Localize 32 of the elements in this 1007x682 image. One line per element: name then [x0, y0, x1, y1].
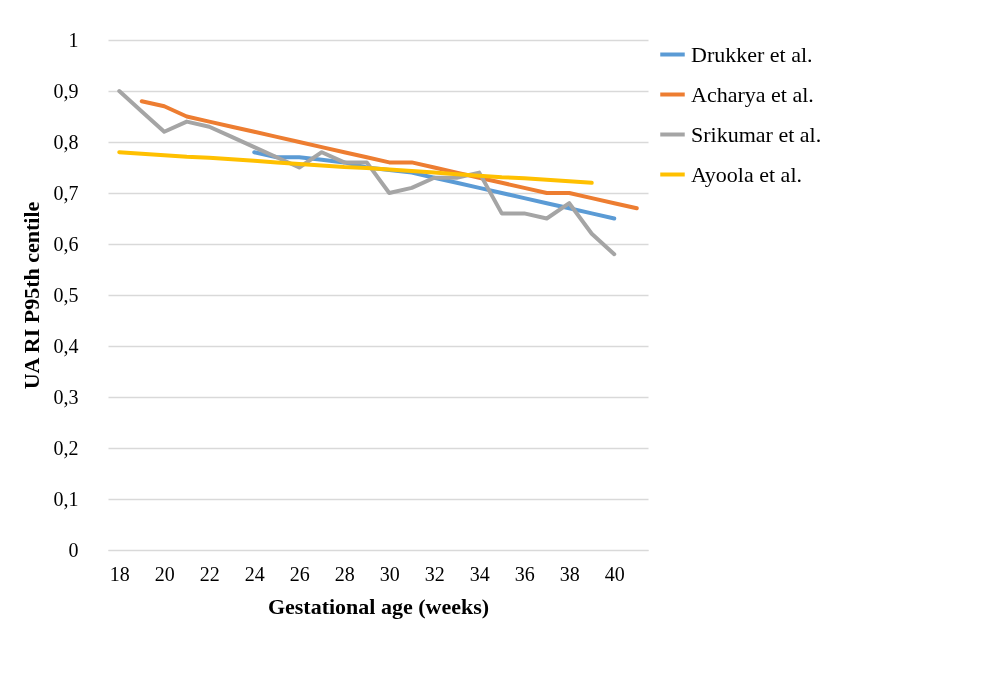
y-tick-label: 0 [68, 538, 79, 561]
line-series [117, 89, 617, 257]
x-tick-label: 28 [334, 562, 355, 585]
y-tick-label: 0,8 [53, 130, 79, 153]
y-tick-label: 0,3 [53, 385, 79, 408]
x-tick-label: 38 [559, 562, 580, 585]
y-tick-label: 0,1 [53, 487, 79, 510]
x-tick-label: 22 [199, 562, 220, 585]
y-axis-title: UA RI P95th centile [18, 201, 44, 390]
x-tick-label: 32 [424, 562, 445, 585]
x-tick-label: 34 [469, 562, 490, 585]
legend-label: Ayoola et al. [691, 161, 802, 187]
legend-label: Srikumar et al. [691, 121, 822, 147]
x-axis-title: Gestational age (weeks) [267, 593, 490, 619]
y-tick-label: 0,2 [53, 436, 79, 459]
legend-label: Acharya et al. [691, 81, 814, 107]
y-tick-label: 0,7 [53, 181, 79, 204]
y-tick-label: 0,5 [53, 283, 79, 306]
x-tick-label: 24 [244, 562, 265, 585]
line-series [117, 150, 594, 185]
x-tick-label: 40 [604, 562, 625, 585]
y-tick-label: 0,6 [53, 232, 79, 255]
y-tick-label: 1 [68, 28, 79, 51]
line-series [139, 99, 639, 211]
y-tick-label: 0,9 [53, 79, 79, 102]
legend-label: Drukker et al. [691, 41, 813, 67]
x-tick-label: 18 [109, 562, 130, 585]
y-tick-label: 0,4 [53, 334, 79, 357]
x-tick-label: 36 [514, 562, 535, 585]
x-tick-label: 30 [379, 562, 400, 585]
x-tick-label: 20 [154, 562, 175, 585]
x-tick-label: 26 [289, 562, 310, 585]
